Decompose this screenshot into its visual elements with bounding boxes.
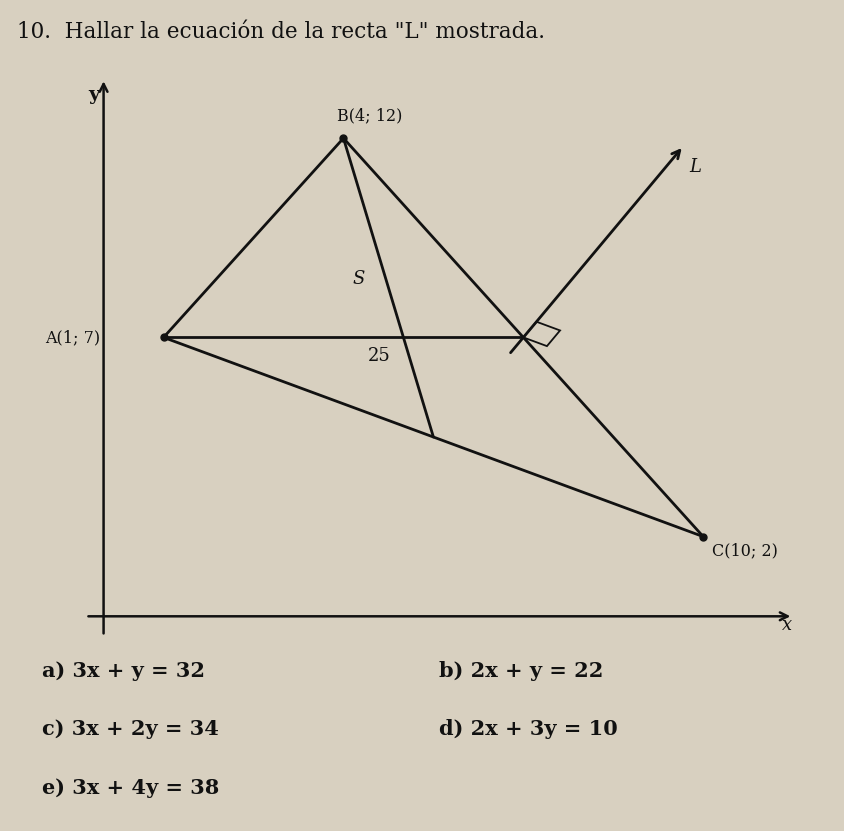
Text: 10.  Hallar la ecuación de la recta "L" mostrada.: 10. Hallar la ecuación de la recta "L" m…	[17, 21, 544, 42]
Text: 25: 25	[367, 347, 390, 366]
Text: S: S	[352, 269, 365, 288]
Text: L: L	[689, 158, 701, 176]
Text: B(4; 12): B(4; 12)	[337, 107, 403, 125]
Text: d) 2x + 3y = 10: d) 2x + 3y = 10	[439, 720, 618, 740]
Text: a) 3x + y = 32: a) 3x + y = 32	[42, 661, 205, 681]
Text: C(10; 2): C(10; 2)	[711, 543, 777, 559]
Text: c) 3x + 2y = 34: c) 3x + 2y = 34	[42, 720, 219, 740]
Text: y: y	[89, 86, 100, 105]
Text: A(1; 7): A(1; 7)	[46, 329, 100, 346]
Text: e) 3x + 4y = 38: e) 3x + 4y = 38	[42, 778, 219, 798]
Text: b) 2x + y = 22: b) 2x + y = 22	[439, 661, 603, 681]
Text: x: x	[782, 617, 792, 634]
